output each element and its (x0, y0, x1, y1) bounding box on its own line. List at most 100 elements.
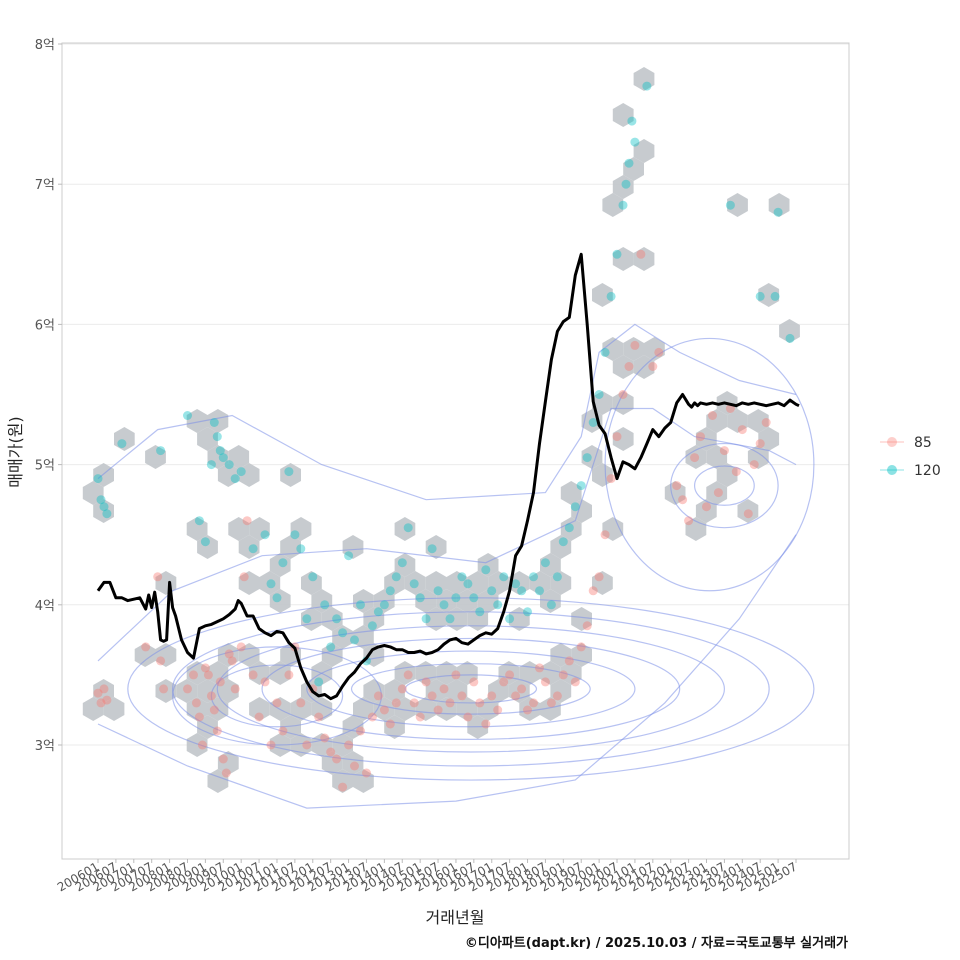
point-120 (278, 558, 288, 568)
point-120 (600, 347, 610, 357)
point-85 (350, 761, 359, 771)
hexbin (446, 679, 468, 703)
point-120 (433, 586, 443, 596)
hexbin (425, 535, 447, 559)
y-tick-label: 7억 (35, 178, 55, 193)
point-85 (254, 712, 264, 722)
point-85 (451, 670, 461, 680)
hexbin (176, 679, 198, 703)
point-120 (627, 116, 637, 126)
hexbin (311, 697, 333, 721)
hexbin (498, 661, 520, 685)
point-120 (445, 614, 455, 624)
point-120 (618, 200, 628, 210)
hexbin (716, 463, 738, 487)
grid (62, 43, 849, 746)
point-120 (290, 530, 300, 540)
hexbin (550, 643, 572, 667)
hexbin (217, 679, 239, 703)
point-120 (463, 579, 473, 589)
y-tick-label: 3억 (35, 739, 55, 754)
point-85 (481, 719, 491, 729)
point-120 (296, 544, 306, 554)
hexbin (456, 661, 478, 685)
hexbin (103, 697, 125, 721)
point-85 (719, 446, 729, 456)
hexbin (550, 679, 572, 703)
point-120 (248, 544, 258, 554)
point-120 (332, 614, 342, 624)
legend-key-point-120 (887, 465, 897, 475)
hexbin (612, 355, 634, 379)
hexbin (612, 175, 634, 199)
point-120 (540, 558, 550, 568)
point-85 (648, 362, 658, 371)
hexbin (768, 193, 790, 217)
hexbin (332, 769, 353, 793)
point-85 (463, 712, 473, 722)
point-85 (227, 656, 237, 666)
hexbin (706, 409, 728, 433)
density-contour (306, 650, 636, 728)
point-85 (373, 691, 383, 701)
hexbin (353, 589, 374, 613)
point-120 (224, 460, 234, 470)
hexbin (425, 571, 447, 595)
density-contour (210, 664, 344, 728)
point-120 (427, 544, 437, 554)
hexbin (415, 589, 437, 613)
point-85 (421, 677, 431, 687)
point-120 (230, 474, 240, 484)
point-120 (206, 460, 216, 470)
point-120 (397, 558, 407, 568)
point-85 (183, 684, 192, 694)
point-85 (248, 670, 258, 680)
y-tick-label: 8억 (35, 38, 55, 53)
point-85 (684, 516, 694, 526)
hexbin (332, 733, 353, 757)
point-120 (403, 523, 413, 533)
point-85 (302, 740, 312, 750)
legend-item-120[interactable]: 120 (880, 463, 941, 479)
point-120 (570, 502, 580, 512)
point-120 (725, 200, 735, 210)
point-85 (266, 740, 276, 750)
point-85 (260, 677, 270, 687)
hexbin (550, 571, 572, 595)
hexbin (321, 643, 343, 667)
point-85 (433, 705, 443, 715)
point-120 (564, 523, 574, 533)
point-120 (517, 586, 527, 596)
point-120 (630, 137, 640, 147)
legend-label-85: 85 (914, 435, 932, 451)
point-120 (272, 593, 282, 603)
point-120 (499, 572, 509, 582)
point-85 (654, 347, 664, 357)
trend-line-layer (96, 252, 800, 701)
hexbin (269, 661, 291, 685)
hexbin (197, 535, 218, 559)
point-120 (102, 509, 112, 519)
legend-key-point-85 (887, 437, 897, 447)
point-120 (415, 593, 425, 603)
point-85 (630, 340, 640, 350)
hexbin (623, 157, 644, 181)
point-85 (272, 698, 282, 708)
point-85 (517, 684, 527, 694)
hexbin (197, 715, 218, 739)
hexbin (82, 481, 104, 505)
point-120 (421, 614, 431, 624)
caption: ©디아파트(dapt.kr) / 2025.10.03 / 자료=국토교통부 실… (465, 935, 848, 951)
point-85 (296, 698, 306, 708)
point-85 (540, 677, 550, 687)
hexbin (685, 517, 707, 541)
panel-border (61, 42, 850, 860)
hexbin (488, 571, 509, 595)
hexbin (134, 643, 156, 667)
point-85 (702, 502, 711, 512)
hexbin (207, 445, 229, 469)
point-120 (266, 579, 276, 589)
legend-item-85[interactable]: 85 (880, 435, 932, 451)
point-85 (344, 740, 354, 750)
